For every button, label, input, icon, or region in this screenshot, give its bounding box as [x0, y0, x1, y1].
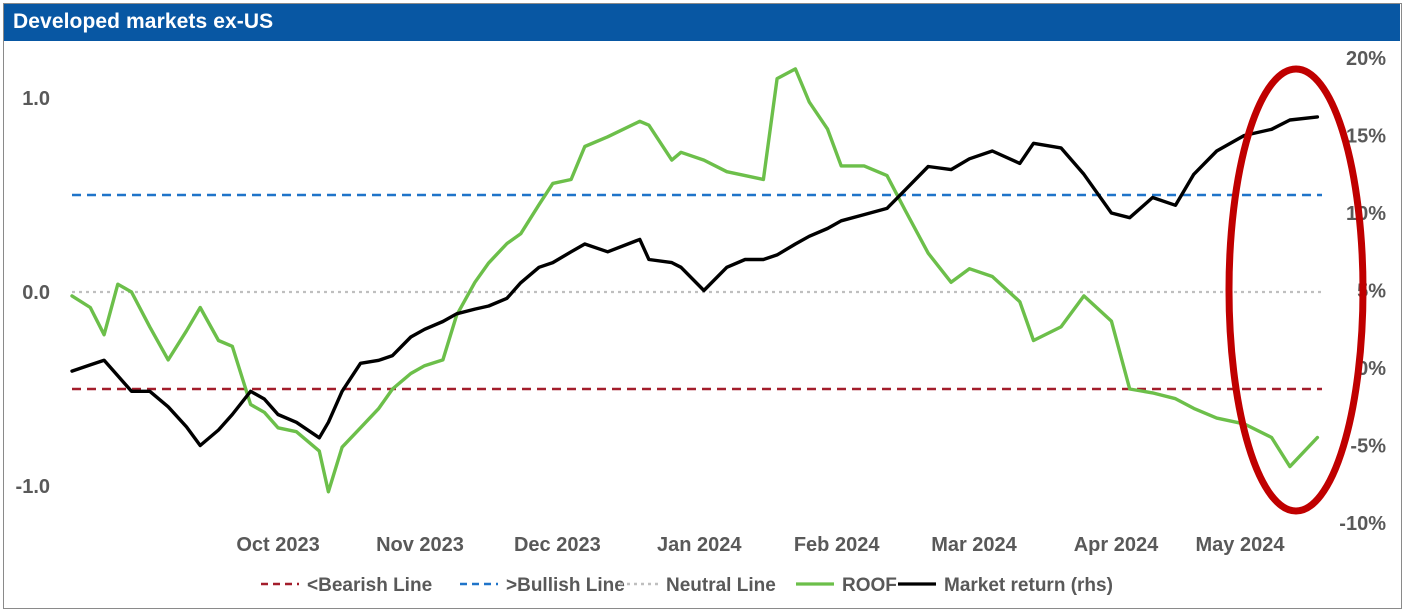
y-right-tick-label: 10%	[1346, 203, 1386, 225]
y-right-tick-label: -5%	[1350, 436, 1386, 458]
chart-frame	[3, 3, 1402, 609]
legend-label: Neutral Line	[666, 575, 776, 596]
legend-label: Market return (rhs)	[944, 575, 1113, 596]
annotation-layer	[1225, 65, 1367, 515]
legend-item: ROOF	[796, 575, 897, 596]
y-right-tick-label: 15%	[1346, 126, 1386, 148]
x-axis: Oct 2023 Nov 2023 Dec 2023 Jan 2024 Feb 2024…	[236, 534, 1285, 556]
legend-item: >Bullish Line	[460, 575, 625, 596]
y-left-tick-label: -1.0	[16, 476, 50, 498]
series-layer	[70, 67, 1320, 494]
chart-header: Developed markets ex-US	[4, 4, 1400, 41]
x-tick-label: May 2024	[1196, 534, 1286, 556]
x-tick-label: Oct 2023	[236, 534, 319, 556]
y-axis-left: 1.0 0.0 -1.0	[16, 88, 50, 498]
x-tick-label: Dec 2023	[514, 534, 601, 556]
y-right-tick-label: 20%	[1346, 48, 1386, 70]
y-right-tick-label: 0%	[1357, 358, 1386, 380]
reference-lines	[72, 193, 1322, 391]
x-tick-label: Apr 2024	[1074, 534, 1159, 556]
chart-legend: <Bearish Line >Bullish Line Neutral Line RO…	[261, 575, 1113, 596]
roof-line	[70, 67, 1320, 494]
x-tick-label: Nov 2023	[376, 534, 464, 556]
legend-item: <Bearish Line	[261, 575, 432, 596]
y-left-tick-label: 0.0	[22, 282, 50, 304]
legend-label: >Bullish Line	[506, 575, 625, 596]
chart-title: Developed markets ex-US	[13, 10, 274, 33]
y-right-tick-label: -10%	[1339, 513, 1386, 535]
legend-item: Market return (rhs)	[898, 575, 1113, 596]
x-tick-label: Mar 2024	[931, 534, 1017, 556]
highlight-ellipse	[1225, 65, 1367, 515]
y-left-tick-label: 1.0	[22, 88, 50, 110]
x-tick-label: Feb 2024	[794, 534, 880, 556]
x-tick-label: Jan 2024	[657, 534, 742, 556]
legend-item: Neutral Line	[620, 575, 776, 596]
legend-label: <Bearish Line	[307, 575, 432, 596]
legend-label: ROOF	[842, 575, 897, 596]
market-return-line	[70, 115, 1320, 448]
